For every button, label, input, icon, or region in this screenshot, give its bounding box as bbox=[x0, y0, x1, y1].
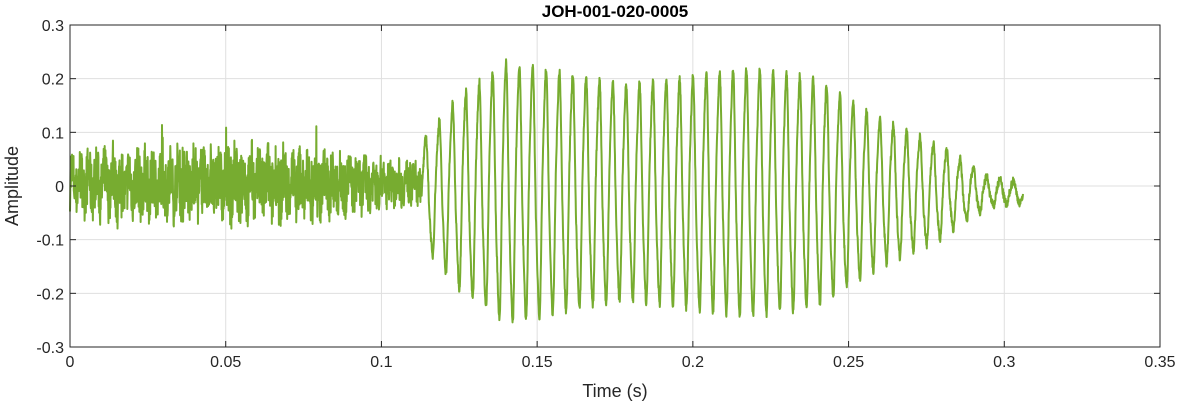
waveform-line bbox=[69, 58, 1024, 324]
plot-area bbox=[69, 58, 1024, 324]
x-tick-label: 0.15 bbox=[522, 354, 553, 371]
y-tick-label: 0.1 bbox=[42, 125, 64, 142]
x-tick-label: 0 bbox=[66, 354, 75, 371]
x-tick-label: 0.2 bbox=[682, 354, 704, 371]
y-tick-label: -0.2 bbox=[36, 286, 64, 303]
x-axis-label: Time (s) bbox=[582, 381, 647, 401]
x-tick-label: 0.1 bbox=[370, 354, 392, 371]
y-axis-label: Amplitude bbox=[2, 146, 22, 226]
x-tick-label: 0.25 bbox=[833, 354, 864, 371]
y-tick-label: -0.3 bbox=[36, 340, 64, 357]
chart-title: JOH-001-020-0005 bbox=[542, 2, 688, 21]
y-tick-label: 0 bbox=[55, 179, 64, 196]
x-tick-label: 0.3 bbox=[993, 354, 1015, 371]
axis-ticks: 0 0.05 0.1 0.15 0.2 0.25 0.3 0.35 -0.3 -0.2 -0.1 0 0… bbox=[36, 18, 1175, 371]
y-tick-label: 0.2 bbox=[42, 72, 64, 89]
y-tick-label: 0.3 bbox=[42, 18, 64, 35]
x-tick-label: 0.35 bbox=[1144, 354, 1175, 371]
y-tick-label: -0.1 bbox=[36, 233, 64, 250]
x-tick-label: 0.05 bbox=[210, 354, 241, 371]
